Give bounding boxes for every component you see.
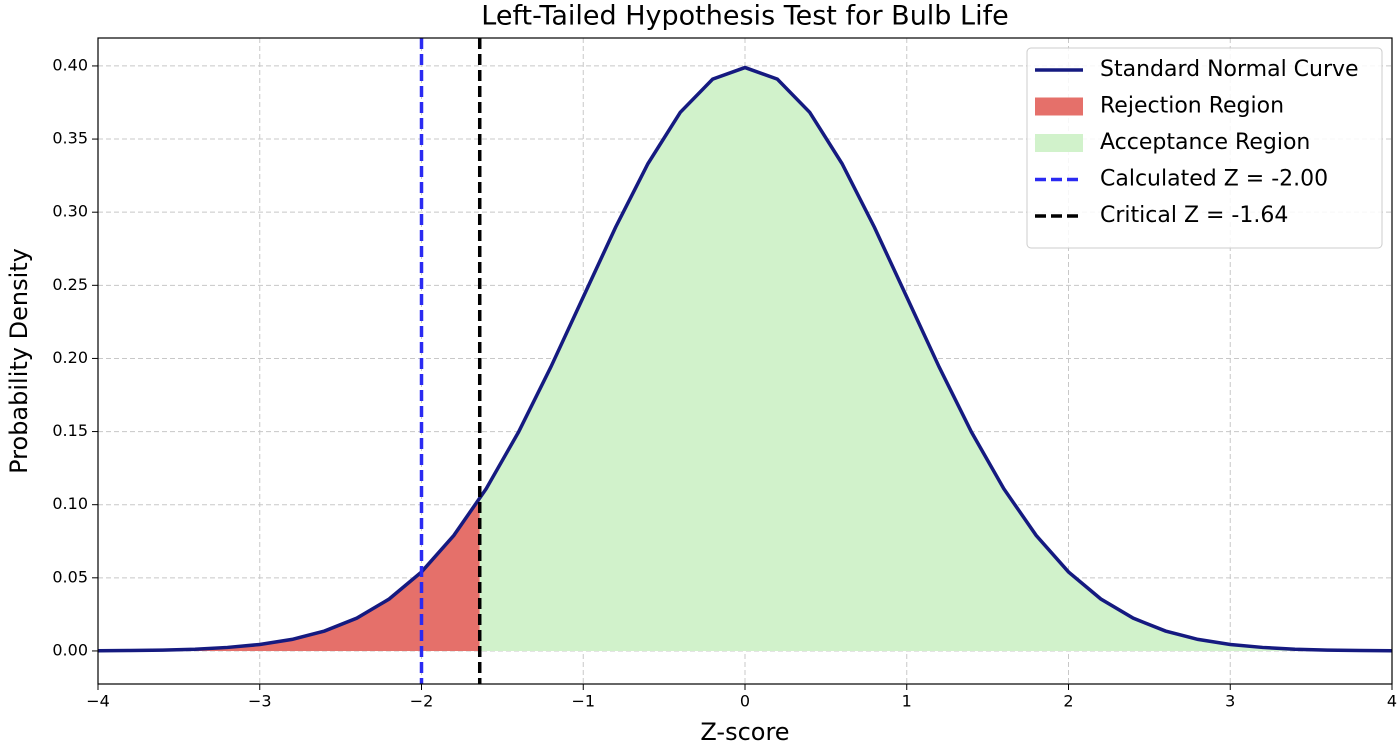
y-tick-label: 0.15 [52,421,88,440]
y-tick-label: 0.10 [52,494,88,513]
y-tick-label: 0.40 [52,55,88,74]
legend-label: Rejection Region [1100,94,1284,119]
x-tick-label: −2 [410,692,434,711]
plot-frame [97,37,1393,685]
curve-line [97,65,1393,653]
y-tick-label: 0.00 [52,640,88,659]
x-tick-label: 2 [1063,692,1073,711]
legend-label: Calculated Z = -2.00 [1100,167,1328,192]
legend-box [1026,47,1383,249]
area-region [98,498,480,651]
legend-label: Acceptance Region [1100,130,1310,155]
y-tick-label: 0.20 [52,348,88,367]
x-tick-label: −3 [248,692,272,711]
chart-title: Left-Tailed Hypothesis Test for Bulb Lif… [481,1,1008,32]
y-axis-label: Probability Density [5,248,33,474]
y-tick-label: 0.05 [52,567,88,586]
legend-swatch [1035,97,1083,116]
legend-label: Standard Normal Curve [1100,57,1359,82]
x-tick-label: −4 [86,692,110,711]
y-tick-label: 0.35 [52,129,88,148]
legend-label: Critical Z = -1.64 [1100,203,1288,228]
legend-swatch [1035,134,1083,152]
x-tick-label: 3 [1225,692,1235,711]
area-region [479,67,1393,651]
x-tick-label: 1 [902,692,912,711]
x-tick-label: 0 [740,692,750,711]
x-tick-label: −1 [571,692,595,711]
x-tick-label: 4 [1387,692,1397,711]
x-axis-label: Z-score [700,718,789,746]
y-tick-label: 0.30 [52,202,88,221]
y-tick-label: 0.25 [52,275,88,294]
